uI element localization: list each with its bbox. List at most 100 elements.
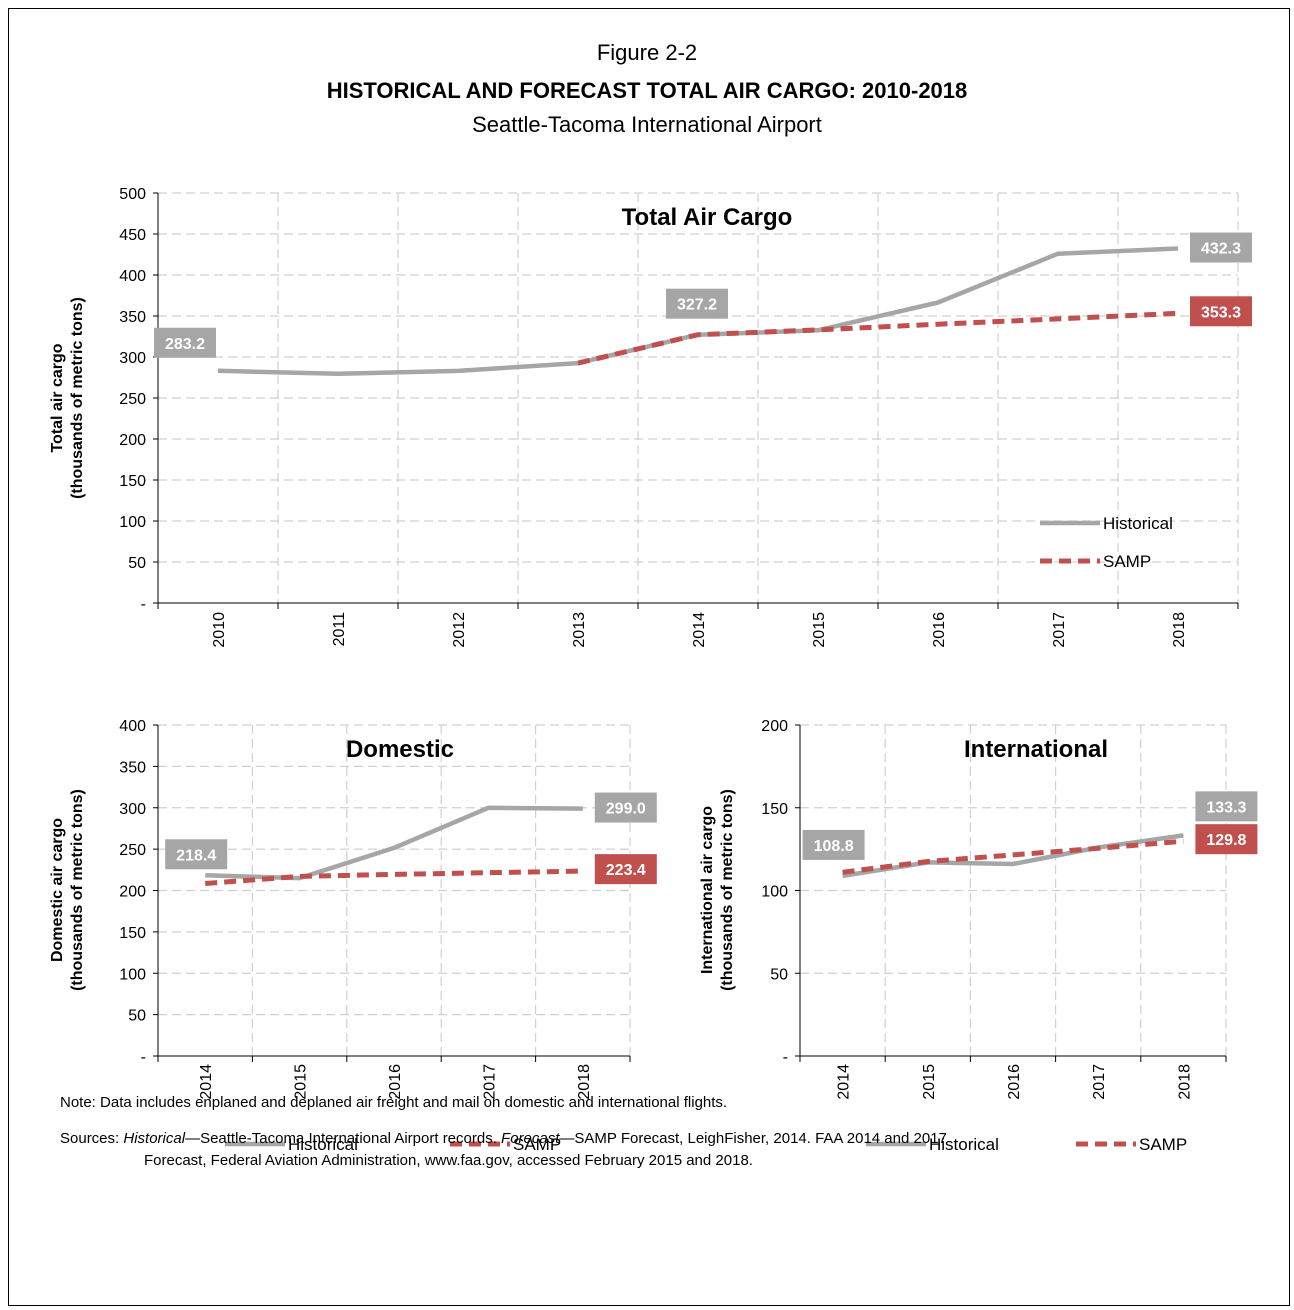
y-tick-label: 300	[119, 801, 146, 818]
international-chart-title: International	[964, 736, 1108, 763]
data-label-box	[165, 839, 228, 870]
x-tick-label: 2017	[1091, 1064, 1108, 1100]
x-tick-label: 2018	[1176, 1064, 1193, 1100]
data-label: 283.2	[165, 336, 205, 353]
legend-label-historical: Historical	[929, 1135, 999, 1154]
sources-historical-label: Historical	[123, 1130, 186, 1147]
y-axis-label-line: Total air cargo	[49, 343, 66, 452]
x-tick-label: 2016	[1006, 1064, 1023, 1100]
footnote: Note: Data includes enplaned and deplane…	[60, 1094, 728, 1111]
data-label-box	[802, 829, 865, 860]
total-chart-title: Total Air Cargo	[622, 204, 793, 231]
data-label-box	[1190, 296, 1252, 327]
y-tick-label: 150	[119, 925, 146, 942]
y-tick-label: 400	[119, 268, 146, 285]
x-tick-label: 2017	[1051, 612, 1068, 648]
x-tick-label: 2015	[811, 612, 828, 648]
y-tick-label: 300	[119, 350, 146, 367]
domestic-y-axis-label: Domestic air cargo (thousands of metric t…	[49, 789, 86, 991]
figure-title: HISTORICAL AND FORECAST TOTAL AIR CARGO:…	[326, 78, 968, 103]
data-label: 353.3	[1201, 304, 1241, 321]
data-label-box	[154, 327, 216, 358]
data-label-box	[1190, 232, 1252, 263]
legend-label-samp: SAMP	[513, 1135, 561, 1154]
data-label: 299.0	[606, 801, 646, 818]
domestic-samp-line	[205, 868, 583, 886]
international-y-axis-label: International air cargo (thousands of met…	[699, 789, 736, 991]
x-tick-label: 2015	[293, 1064, 310, 1100]
x-tick-label: 2016	[931, 612, 948, 648]
y-tick-label: 400	[119, 718, 146, 735]
y-tick-label: 100	[119, 514, 146, 531]
x-tick-label: 2015	[921, 1064, 938, 1100]
y-tick-label: 350	[119, 309, 146, 326]
y-tick-label: 200	[119, 432, 146, 449]
y-axis-label-line: International air cargo	[699, 806, 716, 974]
x-tick-label: 2013	[571, 612, 588, 648]
legend-label-historical: Historical	[1103, 514, 1173, 533]
y-tick-label: -	[141, 1049, 146, 1066]
data-label: 133.3	[1206, 799, 1246, 816]
sources-prefix: Sources:	[60, 1130, 124, 1147]
y-tick-label: 50	[128, 1008, 146, 1025]
y-tick-label: 350	[119, 759, 146, 776]
y-tick-label: 450	[119, 227, 146, 244]
y-axis-label-line: (thousands of metric tons)	[69, 789, 86, 991]
y-axis-label-line: (thousands of metric tons)	[719, 789, 736, 991]
sources-forecast-label: Forecast	[501, 1130, 560, 1147]
data-label: 108.8	[814, 838, 854, 855]
figure-subtitle: Seattle-Tacoma International Airport	[472, 112, 822, 137]
y-tick-label: 250	[119, 391, 146, 408]
data-label: 218.4	[176, 847, 216, 864]
y-tick-label: 100	[119, 966, 146, 983]
legend-label-historical: Historical	[288, 1135, 358, 1154]
y-tick-label: 250	[119, 842, 146, 859]
international-samp-line	[842, 838, 1184, 875]
x-tick-label: 2018	[1171, 612, 1188, 648]
figure-frame	[8, 8, 1290, 1306]
x-tick-label: 2016	[387, 1064, 404, 1100]
x-tick-label: 2018	[576, 1064, 593, 1100]
figure-label: Figure 2-2	[596, 40, 698, 65]
total-samp-line	[577, 310, 1179, 366]
data-label: 223.4	[606, 862, 646, 879]
x-tick-label: 2014	[198, 1064, 215, 1100]
legend-label-samp: SAMP	[1139, 1135, 1187, 1154]
x-tick-label: 2017	[481, 1064, 498, 1100]
sources-forecast-text: —SAMP Forecast, LeighFisher, 2014. FAA 2…	[559, 1130, 947, 1147]
x-tick-label: 2011	[331, 612, 348, 647]
data-label: 129.8	[1206, 832, 1246, 849]
x-tick-label: 2010	[211, 612, 228, 648]
y-tick-label: 50	[770, 966, 788, 983]
y-tick-label: -	[141, 596, 146, 613]
data-label-box	[666, 288, 728, 319]
sources-note: Sources: Historical—Seattle-Tacoma Inter…	[60, 1128, 1240, 1172]
x-tick-label: 2012	[451, 612, 468, 648]
data-label-box	[1195, 791, 1258, 822]
data-label-box	[594, 854, 657, 885]
x-tick-label: 2014	[691, 612, 708, 648]
y-tick-label: 100	[761, 884, 788, 901]
y-tick-label: 500	[119, 186, 146, 203]
total-y-axis-label: Total air cargo (thousands of metric tons…	[49, 297, 86, 499]
y-tick-label: 50	[128, 555, 146, 572]
y-axis-label-line: (thousands of metric tons)	[69, 297, 86, 499]
domestic-chart-title: Domestic	[346, 736, 454, 763]
data-label-box	[594, 792, 657, 823]
data-label-box	[1195, 824, 1258, 855]
y-axis-label-line: Domestic air cargo	[49, 818, 66, 962]
data-label: 432.3	[1201, 241, 1241, 258]
legend-label-samp: SAMP	[1103, 552, 1151, 571]
y-tick-label: -	[783, 1049, 788, 1066]
y-tick-label: 200	[119, 884, 146, 901]
sources-historical-text: —Seattle-Tacoma International Airport re…	[185, 1130, 502, 1147]
y-tick-label: 200	[761, 718, 788, 735]
y-tick-label: 150	[761, 801, 788, 818]
x-tick-label: 2014	[836, 1064, 853, 1100]
data-label: 327.2	[677, 297, 717, 314]
sources-line-2: Forecast, Federal Aviation Administratio…	[144, 1152, 753, 1169]
y-tick-label: 150	[119, 473, 146, 490]
